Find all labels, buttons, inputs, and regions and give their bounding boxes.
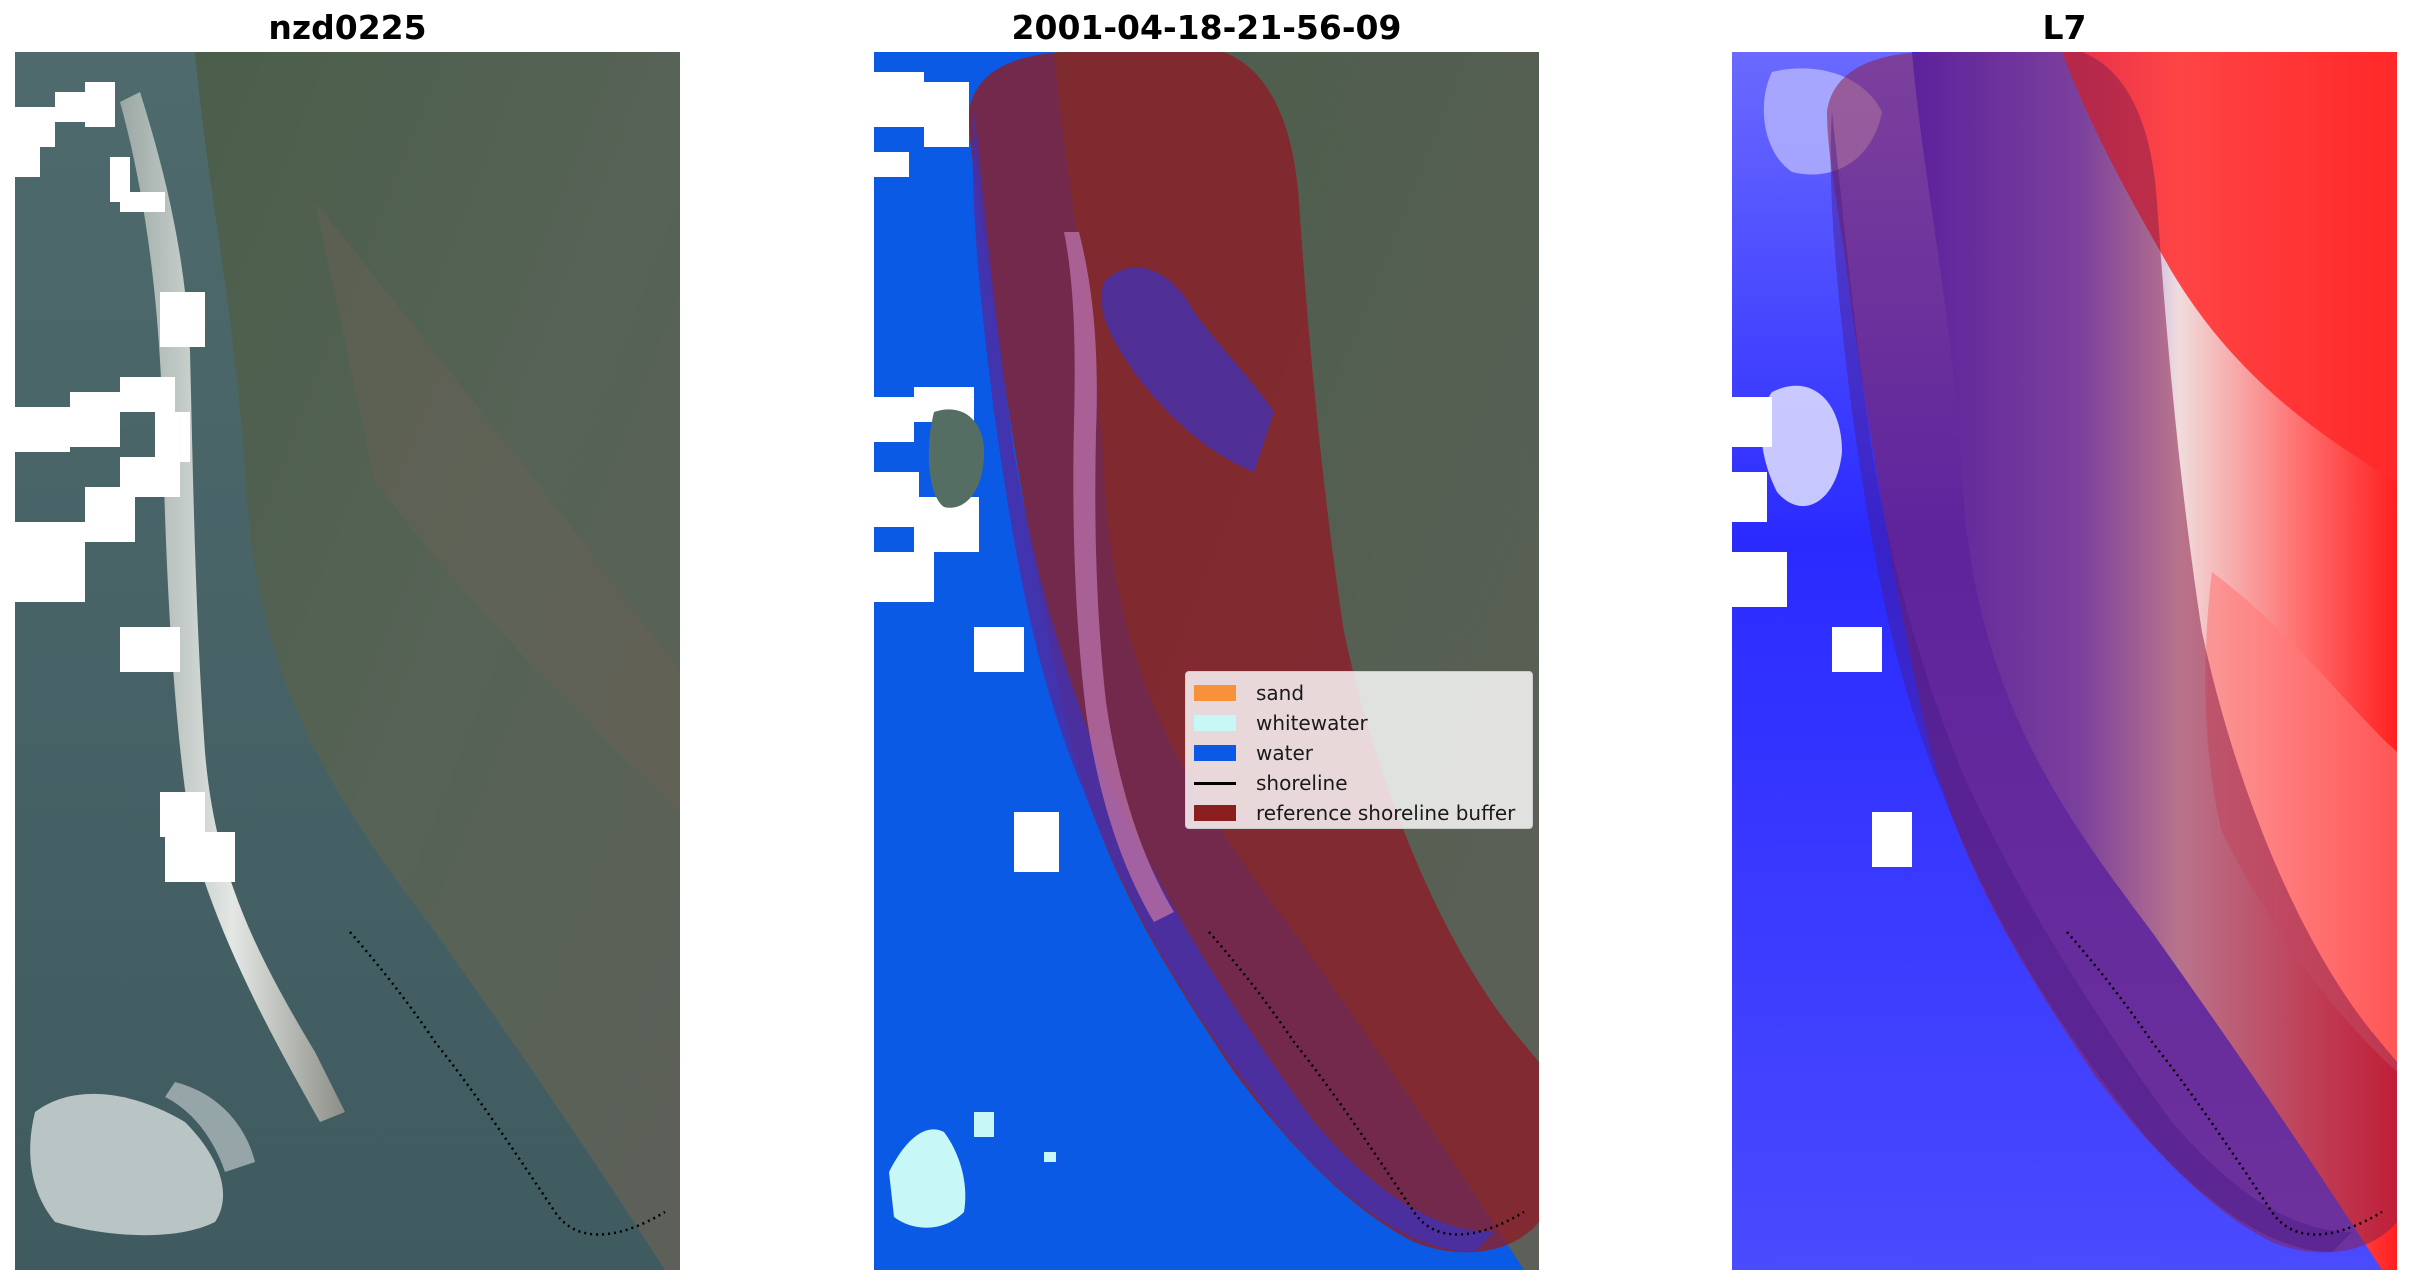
legend-label-water: water <box>1256 741 1313 765</box>
legend-item-water: water <box>1194 738 1524 768</box>
legend-label-shoreline: shoreline <box>1256 771 1348 795</box>
shoreline-trace <box>1208 931 1525 1236</box>
sand-swatch <box>1194 685 1236 701</box>
panel-title-classification: 2001-04-18-21-56-09 <box>1011 8 1402 47</box>
rgb-image <box>15 52 680 1270</box>
index-panel <box>1732 52 2397 1270</box>
cloud-mask <box>1732 397 1912 867</box>
legend-item-shoreline: shoreline <box>1194 768 1524 798</box>
cloud-mask <box>874 72 1059 872</box>
legend-item-whitewater: whitewater <box>1194 708 1524 738</box>
rgb-image-panel <box>15 52 680 1270</box>
whitewater-swatch <box>1194 715 1236 731</box>
legend: sand whitewater water shoreline referenc… <box>1185 671 1533 829</box>
legend-label-sand: sand <box>1256 681 1305 705</box>
legend-label-buffer: reference shoreline buffer <box>1256 801 1516 825</box>
panel-title-rgb: nzd0225 <box>268 8 427 47</box>
reference-shoreline-buffer <box>969 52 1539 1253</box>
cloud-mask <box>15 82 235 882</box>
buffer-swatch <box>1194 805 1236 821</box>
shoreline-trace <box>349 931 666 1236</box>
legend-label-whitewater: whitewater <box>1256 711 1368 735</box>
panel-title-index: L7 <box>2042 8 2087 47</box>
index-image <box>1732 52 2397 1270</box>
classification-panel <box>874 52 1539 1270</box>
reference-shoreline-buffer <box>1827 52 2397 1253</box>
classification-image <box>874 52 1539 1270</box>
water-swatch <box>1194 745 1236 761</box>
legend-item-sand: sand <box>1194 678 1524 708</box>
shoreline-line-swatch <box>1194 781 1236 785</box>
whitewater-patches <box>889 1112 1056 1228</box>
legend-item-buffer: reference shoreline buffer <box>1194 798 1524 828</box>
shoreline-trace <box>2066 931 2383 1236</box>
